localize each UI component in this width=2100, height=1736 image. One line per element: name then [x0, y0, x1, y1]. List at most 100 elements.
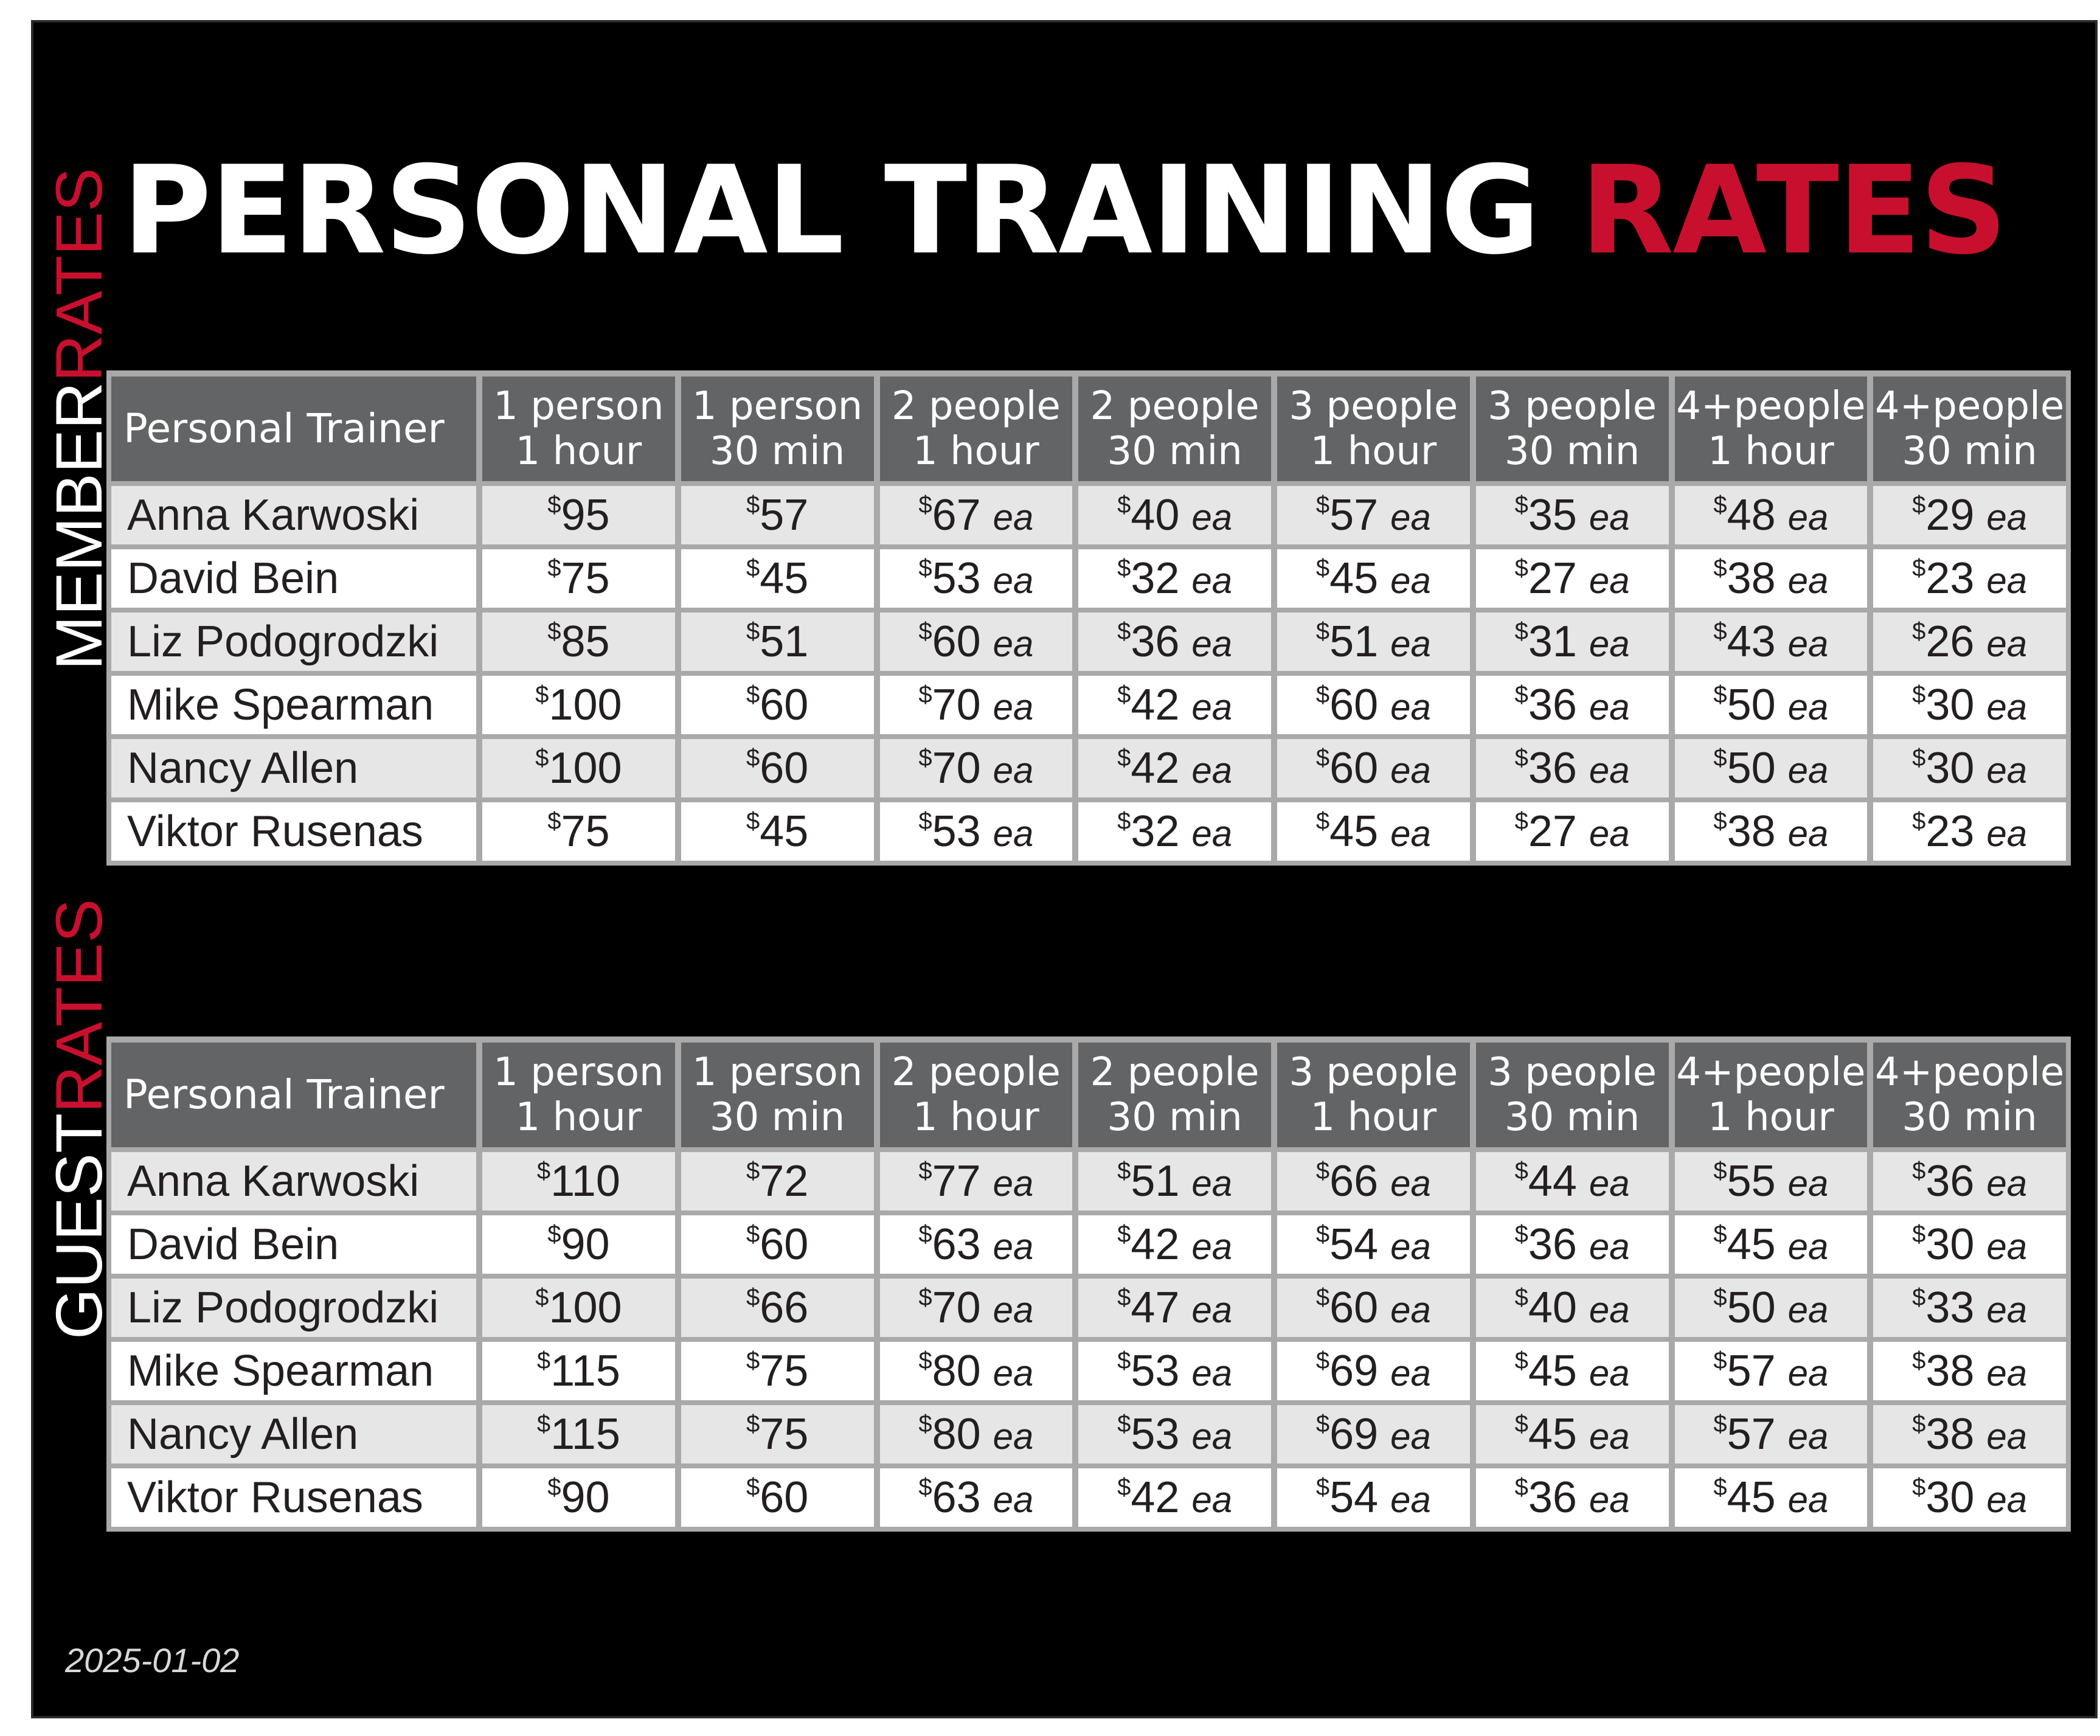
price-value: 70 [932, 744, 981, 793]
price-value: 23 [1925, 807, 1975, 856]
header-line-2: 1 hour [913, 1095, 1039, 1140]
currency-symbol: $ [1912, 1474, 1926, 1501]
header-line-1: 4+people [1874, 384, 2065, 429]
header-rate-column: 1 person 30 min [681, 377, 874, 481]
header-rate-column: 3 people 30 min [1475, 377, 1669, 481]
currency-symbol: $ [746, 1221, 760, 1248]
currency-symbol: $ [918, 491, 932, 518]
each-suffix: ea [1986, 497, 2028, 538]
currency-symbol: $ [535, 745, 549, 771]
header-line-2: 1 hour [1708, 429, 1834, 474]
currency-symbol: $ [1912, 745, 1926, 771]
price-value: 26 [1925, 617, 1975, 666]
header-line-2: 30 min [1902, 1095, 2037, 1140]
currency-symbol: $ [918, 1284, 932, 1311]
each-suffix: ea [1787, 560, 1829, 601]
price-cell: $72 [681, 1152, 874, 1210]
each-suffix: ea [1191, 1479, 1233, 1520]
each-suffix: ea [1390, 750, 1431, 791]
header-line-2: 30 min [1902, 429, 2037, 474]
price-cell: $70 ea [879, 676, 1073, 734]
price-value: 57 [1727, 1347, 1776, 1395]
currency-symbol: $ [918, 745, 932, 771]
currency-symbol: $ [1912, 555, 1926, 582]
currency-symbol: $ [918, 1347, 932, 1374]
price-value: 50 [1727, 1283, 1776, 1332]
currency-symbol: $ [1912, 1347, 1926, 1374]
price-cell: $90 [482, 1468, 675, 1527]
price-value: 80 [932, 1410, 981, 1459]
header-rate-column: 4+people 30 min [1873, 1043, 2066, 1147]
currency-symbol: $ [536, 1158, 551, 1184]
currency-symbol: $ [1315, 1284, 1330, 1311]
table-row: Anna Karwoski $95 $57 $67 ea $40 ea $57 ea $35… [111, 486, 2066, 544]
price-cell: $36 ea [1475, 1215, 1669, 1274]
price-value: 60 [760, 744, 809, 793]
currency-symbol: $ [535, 1284, 549, 1311]
header-trainer: Personal Trainer [111, 377, 476, 481]
currency-symbol: $ [746, 1158, 760, 1184]
currency-symbol: $ [536, 1347, 551, 1374]
table-row: Viktor Rusenas $75 $45 $53 ea $32 ea $45 ea $2… [111, 802, 2066, 861]
currency-symbol: $ [918, 1411, 932, 1437]
header-line-1: 2 people [891, 384, 1061, 429]
price-cell: $38 ea [1674, 802, 1868, 861]
each-suffix: ea [1787, 497, 1829, 538]
header-trainer: Personal Trainer [111, 1043, 476, 1147]
price-value: 36 [1131, 617, 1180, 666]
currency-symbol: $ [1713, 491, 1727, 518]
rates-poster: PERSONAL TRAINING RATES MEMBERRATES GUES… [31, 20, 2098, 1718]
guest-rates-table-frame: Personal Trainer 1 person 1 hour 1 person 30… [106, 1036, 2071, 1532]
each-suffix: ea [1986, 623, 2028, 664]
header-rate-column: 3 people 30 min [1475, 1043, 1669, 1147]
currency-symbol: $ [746, 808, 760, 835]
price-value: 54 [1329, 1220, 1379, 1269]
price-cell: $38 ea [1873, 1405, 2066, 1463]
each-suffix: ea [1986, 750, 2028, 791]
currency-symbol: $ [1117, 618, 1131, 645]
table-row: Mike Spearman $100 $60 $70 ea $42 ea $60 ea $3… [111, 676, 2066, 734]
currency-symbol: $ [1912, 1221, 1926, 1248]
each-suffix: ea [1986, 813, 2028, 854]
each-suffix: ea [1589, 1163, 1630, 1204]
table-body: Anna Karwoski $95 $57 $67 ea $40 ea $57 ea $35… [111, 486, 2066, 861]
currency-symbol: $ [1514, 1158, 1528, 1184]
each-suffix: ea [1191, 1163, 1233, 1204]
price-value: 110 [550, 1157, 620, 1206]
price-value: 60 [932, 617, 981, 666]
table-row: Nancy Allen $100 $60 $70 ea $42 ea $60 ea $36 … [111, 739, 2066, 797]
currency-symbol: $ [1315, 555, 1330, 582]
price-cell: $50 ea [1674, 739, 1868, 797]
each-suffix: ea [1589, 623, 1630, 664]
price-value: 60 [1329, 744, 1379, 793]
table-header: Personal Trainer 1 person 1 hour 1 person 30… [111, 1043, 2066, 1147]
price-value: 75 [760, 1347, 809, 1395]
price-value: 33 [1925, 1283, 1975, 1332]
price-cell: $33 ea [1873, 1279, 2066, 1337]
price-value: 45 [1727, 1473, 1776, 1522]
header-line-2: 30 min [1107, 1095, 1242, 1140]
header-line-2: 30 min [1504, 1095, 1640, 1140]
currency-symbol: $ [547, 808, 561, 835]
each-suffix: ea [1589, 687, 1630, 727]
price-value: 30 [1925, 1473, 1975, 1522]
each-suffix: ea [1787, 750, 1829, 791]
price-cell: $23 ea [1873, 802, 2066, 861]
price-value: 57 [760, 491, 809, 540]
currency-symbol: $ [1117, 1284, 1131, 1311]
price-value: 35 [1528, 491, 1577, 540]
currency-symbol: $ [1912, 1158, 1926, 1184]
price-value: 51 [1131, 1157, 1180, 1206]
price-cell: $69 ea [1277, 1405, 1470, 1463]
header-rate-column: 1 person 30 min [681, 1043, 874, 1147]
price-cell: $40 ea [1078, 486, 1271, 544]
header-line-1: 1 person [493, 384, 664, 429]
price-cell: $36 ea [1873, 1152, 2066, 1210]
price-value: 60 [760, 1220, 809, 1269]
price-cell: $42 ea [1078, 1468, 1271, 1527]
header-rate-column: 4+people 1 hour [1674, 377, 1868, 481]
each-suffix: ea [1390, 497, 1431, 538]
price-value: 31 [1528, 617, 1577, 666]
each-suffix: ea [1390, 1479, 1431, 1520]
price-cell: $50 ea [1674, 676, 1868, 734]
